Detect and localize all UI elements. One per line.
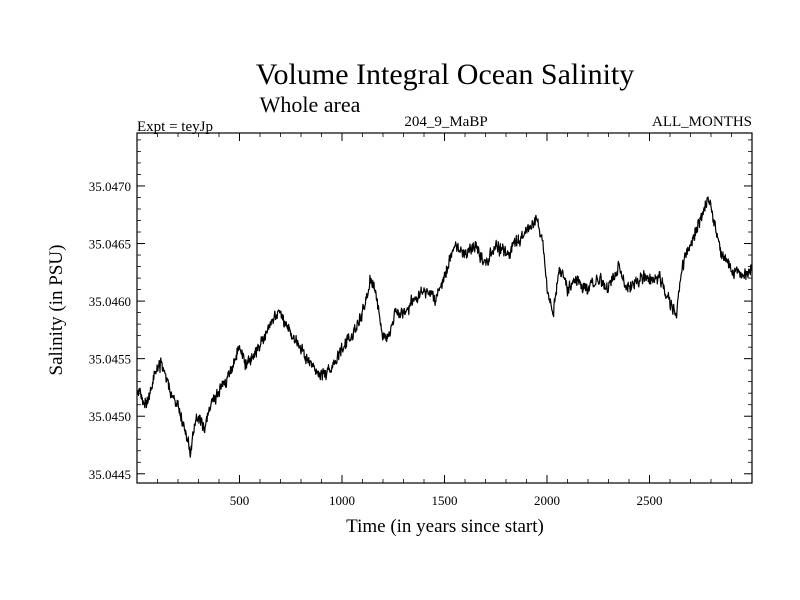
chart-subtitle: Whole area (260, 92, 361, 117)
y-tick-label: 35.0470 (89, 179, 131, 194)
experiment-label: Expt = teyJp (137, 119, 213, 135)
x-axis-label: Time (in years since start) (346, 516, 544, 537)
y-tick-label: 35.0455 (89, 352, 131, 367)
x-tick-label: 2500 (637, 493, 663, 508)
y-axis-ticks: 35.0445 35.0450 35.0455 35.0460 35.0465 35.04… (89, 139, 752, 482)
months-label: ALL_MONTHS (652, 114, 752, 130)
salinity-series-line (136, 196, 753, 458)
x-tick-label: 500 (230, 493, 250, 508)
y-tick-label: 35.0450 (89, 409, 131, 424)
x-tick-label: 1000 (329, 493, 355, 508)
plot-frame (136, 132, 753, 484)
chart-title: Volume Integral Ocean Salinity (256, 58, 635, 91)
y-tick-label: 35.0445 (89, 467, 131, 482)
x-tick-label: 2000 (534, 493, 560, 508)
y-tick-label: 35.0460 (89, 294, 131, 309)
y-axis-label: Salinity (in PSU) (46, 245, 67, 376)
x-axis-ticks: 500 1000 1500 2000 2500 (157, 133, 732, 508)
x-tick-label: 1500 (432, 493, 458, 508)
y-tick-label: 35.0465 (89, 237, 131, 252)
run-id-label: 204_9_MaBP (404, 114, 487, 130)
